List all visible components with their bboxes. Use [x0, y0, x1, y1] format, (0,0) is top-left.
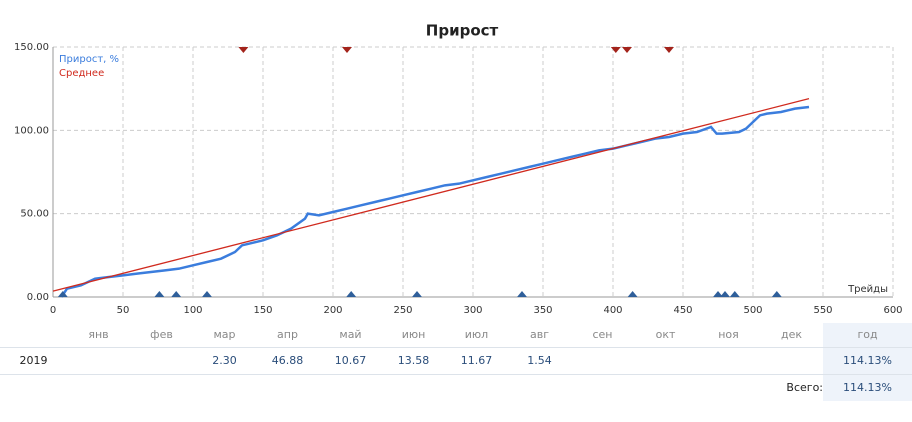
x-tick-label: 350 — [533, 305, 552, 316]
marker — [238, 47, 249, 53]
header-cell: сен — [592, 328, 613, 341]
y-tick-label: 100.00 — [14, 125, 49, 136]
cell: 11.67 — [460, 354, 493, 367]
total-row: Всего: 114.13% — [0, 375, 912, 401]
x-tick-label: 250 — [393, 305, 412, 316]
series-line — [52, 98, 810, 292]
header-cell: год — [823, 323, 912, 347]
cell — [67, 348, 130, 374]
header-cell: дек — [780, 328, 803, 341]
series-line — [60, 105, 810, 298]
chart: Прирост Трейды 0.00 50.00 100.00 150.00 0 50 1… — [14, 22, 903, 317]
marker — [622, 47, 632, 53]
legend-entry: Среднее — [59, 68, 104, 79]
x-tick-label: 400 — [603, 305, 622, 316]
total-value: 114.13% — [823, 375, 912, 401]
cell: 2019 — [19, 354, 48, 367]
marker — [346, 291, 357, 297]
x-tick-label: 50 — [117, 305, 130, 316]
cell — [760, 348, 823, 374]
x-tick-label: 450 — [673, 305, 692, 316]
x-axis-label: Трейды — [847, 284, 888, 295]
legend-entry: Прирост, % — [59, 54, 119, 65]
cell — [571, 348, 634, 374]
cell: 13.58 — [397, 354, 430, 367]
y-tick-label: 50.00 — [20, 209, 49, 220]
x-tick-label: 300 — [463, 305, 482, 316]
header-cell: май — [339, 328, 362, 341]
header-cell: апр — [277, 328, 298, 341]
y-tick-label: 150.00 — [14, 42, 49, 53]
cell — [697, 348, 760, 374]
data-row: 2019 2.30 46.88 10.67 13.58 11.67 1.54 114.13% — [0, 348, 912, 375]
marker — [664, 47, 674, 53]
y-tick-label: 0.00 — [27, 292, 49, 303]
cell: 10.67 — [334, 354, 367, 367]
header-cell: фев — [150, 328, 173, 341]
marker — [720, 291, 730, 297]
x-tick-label: 200 — [323, 305, 342, 316]
header-cell — [0, 323, 67, 347]
x-tick-label: 0 — [50, 305, 56, 316]
marker — [713, 291, 723, 297]
marker — [517, 291, 527, 297]
x-tick-label: 550 — [813, 305, 832, 316]
marker — [771, 291, 782, 297]
header-row: янв фев мар апр май июн июл авг сен окт ноя дек год — [0, 323, 912, 348]
header-cell: ноя — [718, 328, 739, 341]
header-cell: мар — [213, 328, 236, 341]
marker — [202, 291, 212, 297]
total-label: Всего: — [786, 381, 823, 394]
cell: 46.88 — [271, 354, 304, 367]
x-tick-label: 500 — [743, 305, 762, 316]
cell — [634, 348, 697, 374]
marker — [154, 291, 165, 297]
cell: 1.54 — [527, 354, 552, 367]
marker — [627, 291, 638, 297]
header-cell: янв — [88, 328, 109, 341]
marker — [729, 291, 740, 297]
marker — [412, 291, 422, 297]
x-tick-label: 600 — [883, 305, 902, 316]
marker — [57, 291, 68, 297]
marker — [610, 47, 621, 53]
cell: 2.30 — [212, 354, 237, 367]
marker — [342, 47, 352, 53]
marker — [171, 291, 182, 297]
header-cell: авг — [529, 328, 549, 341]
x-tick-label: 150 — [253, 305, 272, 316]
cell — [130, 348, 193, 374]
cell: 114.13% — [823, 348, 912, 374]
header-cell: июн — [401, 328, 426, 341]
chart-title: Прирост — [426, 22, 499, 40]
x-tick-label: 100 — [183, 305, 202, 316]
header-cell: окт — [655, 328, 676, 341]
header-cell: июл — [464, 328, 489, 341]
